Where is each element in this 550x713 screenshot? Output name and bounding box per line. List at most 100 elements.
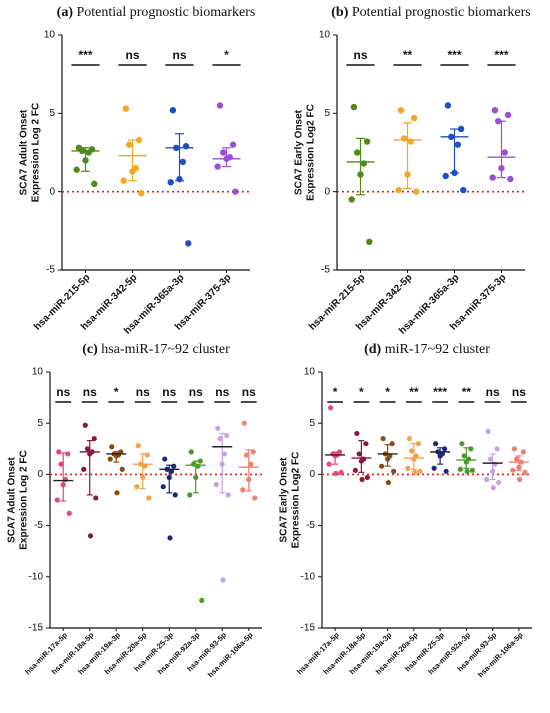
data-point (406, 435, 412, 442)
significance-label: ** (403, 48, 413, 62)
data-point (65, 451, 71, 457)
data-point (197, 458, 203, 464)
data-point (221, 451, 228, 457)
data-point (220, 149, 227, 156)
data-point (385, 479, 391, 486)
data-point (461, 453, 467, 459)
data-point (410, 114, 418, 122)
data-point (354, 430, 360, 437)
y-tick-label: -5 (306, 520, 315, 531)
y-tick-label: -5 (321, 265, 330, 276)
data-point (73, 166, 80, 173)
significance-label: * (385, 385, 390, 399)
data-point (328, 405, 334, 411)
data-point (469, 467, 475, 473)
y-axis-label: Expression Log 2 FC (31, 103, 42, 202)
data-point (240, 487, 246, 493)
data-point (443, 468, 449, 474)
data-point (199, 597, 205, 603)
panel: (a) Potential prognostic biomarkers SCA7 … (19, 5, 256, 336)
significance-label: ns (189, 385, 203, 399)
data-point (459, 441, 465, 447)
y-axis-label: Expression Log2 FC (306, 104, 317, 201)
significance-label: ns (172, 48, 186, 62)
data-point (511, 446, 517, 452)
data-point (66, 510, 72, 516)
data-point (120, 177, 127, 184)
y-axis-label: SCA7 Adult Onset (19, 109, 30, 195)
significance-label: ns (56, 385, 70, 399)
data-point (167, 179, 174, 186)
data-point (119, 466, 125, 472)
y-tick-label: 5 (37, 418, 43, 429)
data-point (142, 463, 148, 469)
data-point (485, 428, 491, 434)
y-tick-label: 10 (44, 30, 56, 41)
panel-label: (d) (364, 342, 381, 357)
panel-label: (c) (82, 342, 98, 357)
data-point (454, 141, 461, 148)
data-point (179, 158, 186, 166)
data-point (58, 461, 64, 467)
data-point (252, 495, 258, 501)
data-point (442, 446, 448, 452)
y-tick-label: -15 (29, 623, 44, 634)
data-point (457, 466, 463, 472)
data-point (167, 535, 173, 541)
data-point (56, 449, 62, 455)
panel: (c) hsa-miR-17~92 cluster SCA7 Adult Onse… (7, 342, 262, 679)
data-point (217, 435, 223, 442)
data-point (487, 456, 493, 462)
significance-label: * (333, 385, 338, 399)
data-point (391, 468, 397, 474)
x-tick-label: hsa-miR-106a-5p (476, 630, 525, 679)
significance-label: *** (494, 48, 508, 62)
y-tick-label: -10 (29, 571, 44, 582)
y-axis-label: SCA7 Early Onset (279, 457, 290, 543)
y-axis-label: Expression Log 2 FC (19, 450, 30, 549)
y-axis-label: SCA7 Adult Onset (7, 456, 18, 542)
data-point (468, 446, 474, 452)
y-tick-label: 5 (309, 418, 315, 429)
data-point (146, 495, 152, 501)
data-point (144, 452, 150, 458)
data-point (229, 141, 237, 148)
significance-label: ns (136, 385, 150, 399)
data-point (507, 175, 514, 183)
data-point (517, 476, 523, 483)
data-point (135, 443, 141, 449)
y-axis-label: Expression Log2 FC (291, 452, 302, 549)
data-point (433, 441, 439, 447)
data-point (241, 420, 247, 426)
data-point (464, 468, 470, 474)
data-point (82, 422, 88, 428)
significance-label: ns (353, 48, 367, 62)
data-point (338, 469, 344, 475)
data-point (54, 497, 60, 503)
y-tick-label: 10 (304, 367, 316, 378)
data-point (213, 482, 219, 488)
y-tick-label: 5 (324, 108, 330, 119)
data-point (216, 102, 224, 109)
data-point (363, 441, 369, 447)
data-point (215, 425, 221, 431)
data-point (172, 492, 178, 498)
data-point (397, 107, 405, 114)
data-point (491, 107, 499, 114)
y-tick-label: -5 (46, 265, 55, 276)
significance-label: *** (433, 385, 447, 399)
data-point (109, 444, 115, 450)
y-axis-label: SCA7 Early Onset (294, 109, 305, 195)
data-point (457, 125, 465, 133)
data-point (413, 188, 420, 195)
panel-title-text: hsa-miR-17~92 cluster (101, 342, 230, 357)
panel: (d) miR-17~92 cluster SCA7 Early Onset Exp… (279, 342, 532, 679)
significance-label: ns (486, 385, 500, 399)
panel-title: (d) miR-17~92 cluster (364, 342, 490, 357)
data-point (352, 467, 358, 473)
y-tick-label: 10 (319, 30, 331, 41)
data-point (134, 484, 140, 490)
data-point (395, 186, 402, 194)
significance-label: ns (215, 385, 229, 399)
data-point (380, 435, 386, 442)
